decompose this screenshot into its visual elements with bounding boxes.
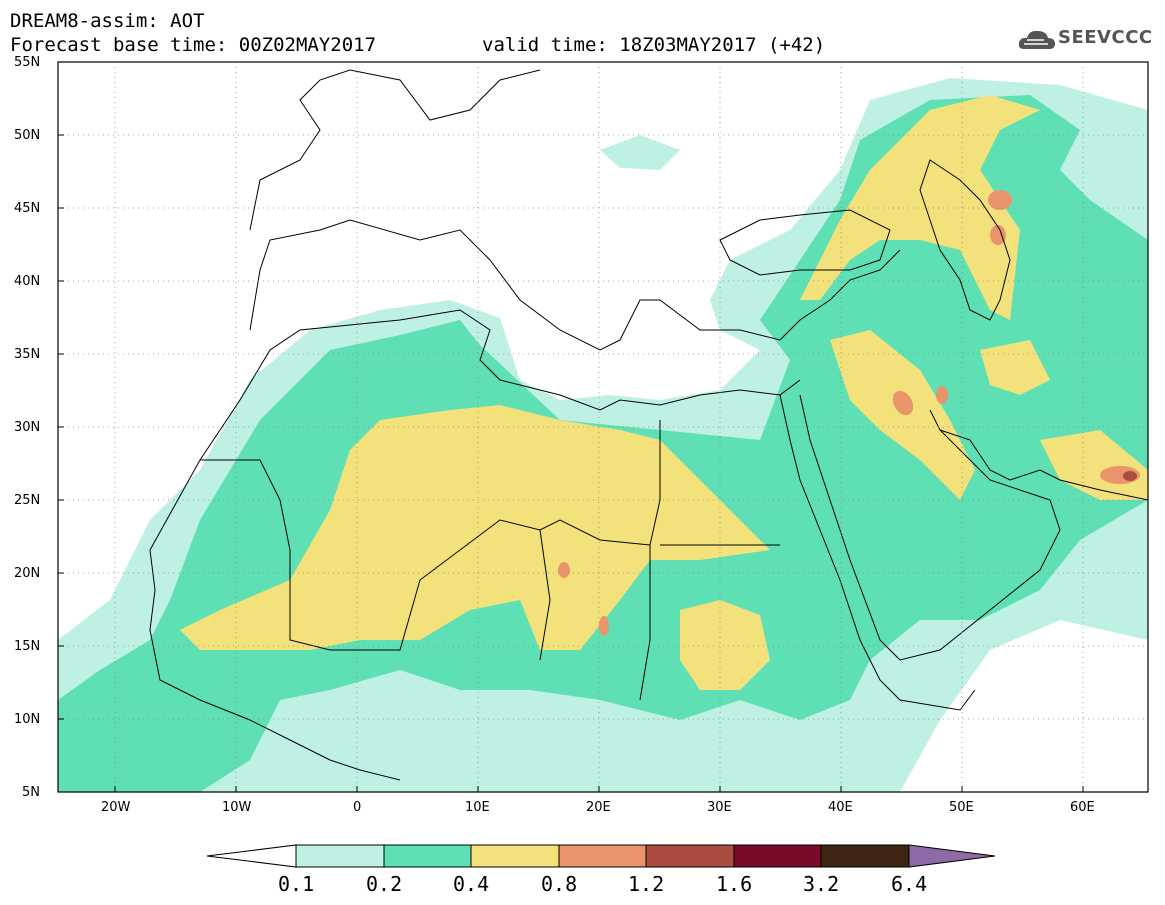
lat-label: 35N (14, 347, 41, 362)
lat-label: 25N (14, 493, 41, 508)
lon-label: 50E (949, 800, 974, 815)
colorbar-label: 6.4 (891, 872, 928, 896)
colorbar-box-5 (645, 844, 735, 868)
lat-label: 50N (14, 128, 41, 143)
aot-spot-libya (599, 616, 609, 636)
lon-label: 30E (707, 800, 732, 815)
colorbar-label: 0.8 (541, 872, 578, 896)
valid-time: valid time: 18Z03MAY2017 (+42) (482, 34, 826, 56)
lat-label: 55N (14, 55, 41, 70)
lat-label: 10N (14, 712, 41, 727)
logo-text: SEEVCCC (1058, 27, 1153, 48)
persian-gulf (939, 429, 1148, 501)
seevccc-logo: SEEVCCC (1018, 25, 1158, 55)
europe-coast (249, 219, 901, 351)
lat-label: 40N (14, 274, 41, 289)
aot-spot-iraq (892, 390, 914, 416)
colorbar-label: 0.4 (453, 872, 490, 896)
colorbar-box-2 (383, 844, 472, 868)
arabia-coast (799, 394, 1061, 661)
border-sahara (200, 420, 661, 651)
colorbar-box-7 (820, 844, 910, 868)
lon-label: 20W (101, 800, 131, 815)
lat-label: 5N (22, 785, 40, 800)
aot-band-0.1-north (600, 135, 680, 170)
lon-label: 20E (586, 800, 611, 815)
colorbar-label: 3.2 (803, 872, 840, 896)
colorbar-label: 1.2 (628, 872, 665, 896)
lon-label: 10E (465, 800, 490, 815)
colorbar-box-1 (295, 844, 385, 868)
colorbar (206, 844, 996, 868)
caspian-sea (919, 159, 1011, 321)
grid (58, 62, 1148, 792)
colorbar-label: 0.1 (278, 872, 315, 896)
black-sea (719, 209, 891, 276)
colorbar-box-3 (470, 844, 560, 868)
colorbar-arrow-low (206, 844, 297, 868)
cloud-icon (1018, 30, 1055, 49)
lon-label: 40E (828, 800, 853, 815)
red-sea-west (779, 394, 976, 711)
aot-band-0.4-sudan (680, 600, 770, 690)
colorbar-arrow-high (908, 844, 996, 868)
colorbar-label: 0.2 (366, 872, 403, 896)
colorbar-box-4 (558, 844, 647, 868)
forecast-base-time: Forecast base time: 00Z02MAY2017 (10, 34, 377, 56)
lon-label: 0 (353, 800, 362, 815)
lat-label: 30N (14, 420, 41, 435)
aot-contours (58, 78, 1148, 792)
aot-band-0.4-caspian (800, 95, 1040, 320)
lon-label: 10W (222, 800, 252, 815)
colorbar-box-6 (733, 844, 822, 868)
aot-spot-caspian (988, 190, 1012, 210)
colorbar-label: 1.6 (716, 872, 753, 896)
lat-label: 45N (14, 201, 41, 216)
lon-label: 60E (1070, 800, 1095, 815)
africa-north-coast (149, 309, 801, 551)
coastlines (149, 69, 1148, 781)
aot-band-0.4-iraq (830, 330, 975, 500)
europe-north (249, 69, 541, 231)
africa-west-coast (149, 549, 401, 781)
ticks (58, 61, 1084, 792)
aot-spot-gulf-dark (1123, 471, 1137, 481)
lat-label: 15N (14, 639, 41, 654)
aot-band-0.4-iran (980, 340, 1050, 395)
aot-spot-chad (558, 562, 570, 578)
border-east-africa (539, 529, 780, 701)
aot-band-0.4-sahara (180, 405, 770, 650)
chart-title: DREAM8-assim: AOT (10, 10, 205, 32)
lat-label: 20N (14, 566, 41, 581)
aot-spot-caspian2 (990, 225, 1006, 245)
aot-spot-iraq2 (936, 386, 948, 404)
